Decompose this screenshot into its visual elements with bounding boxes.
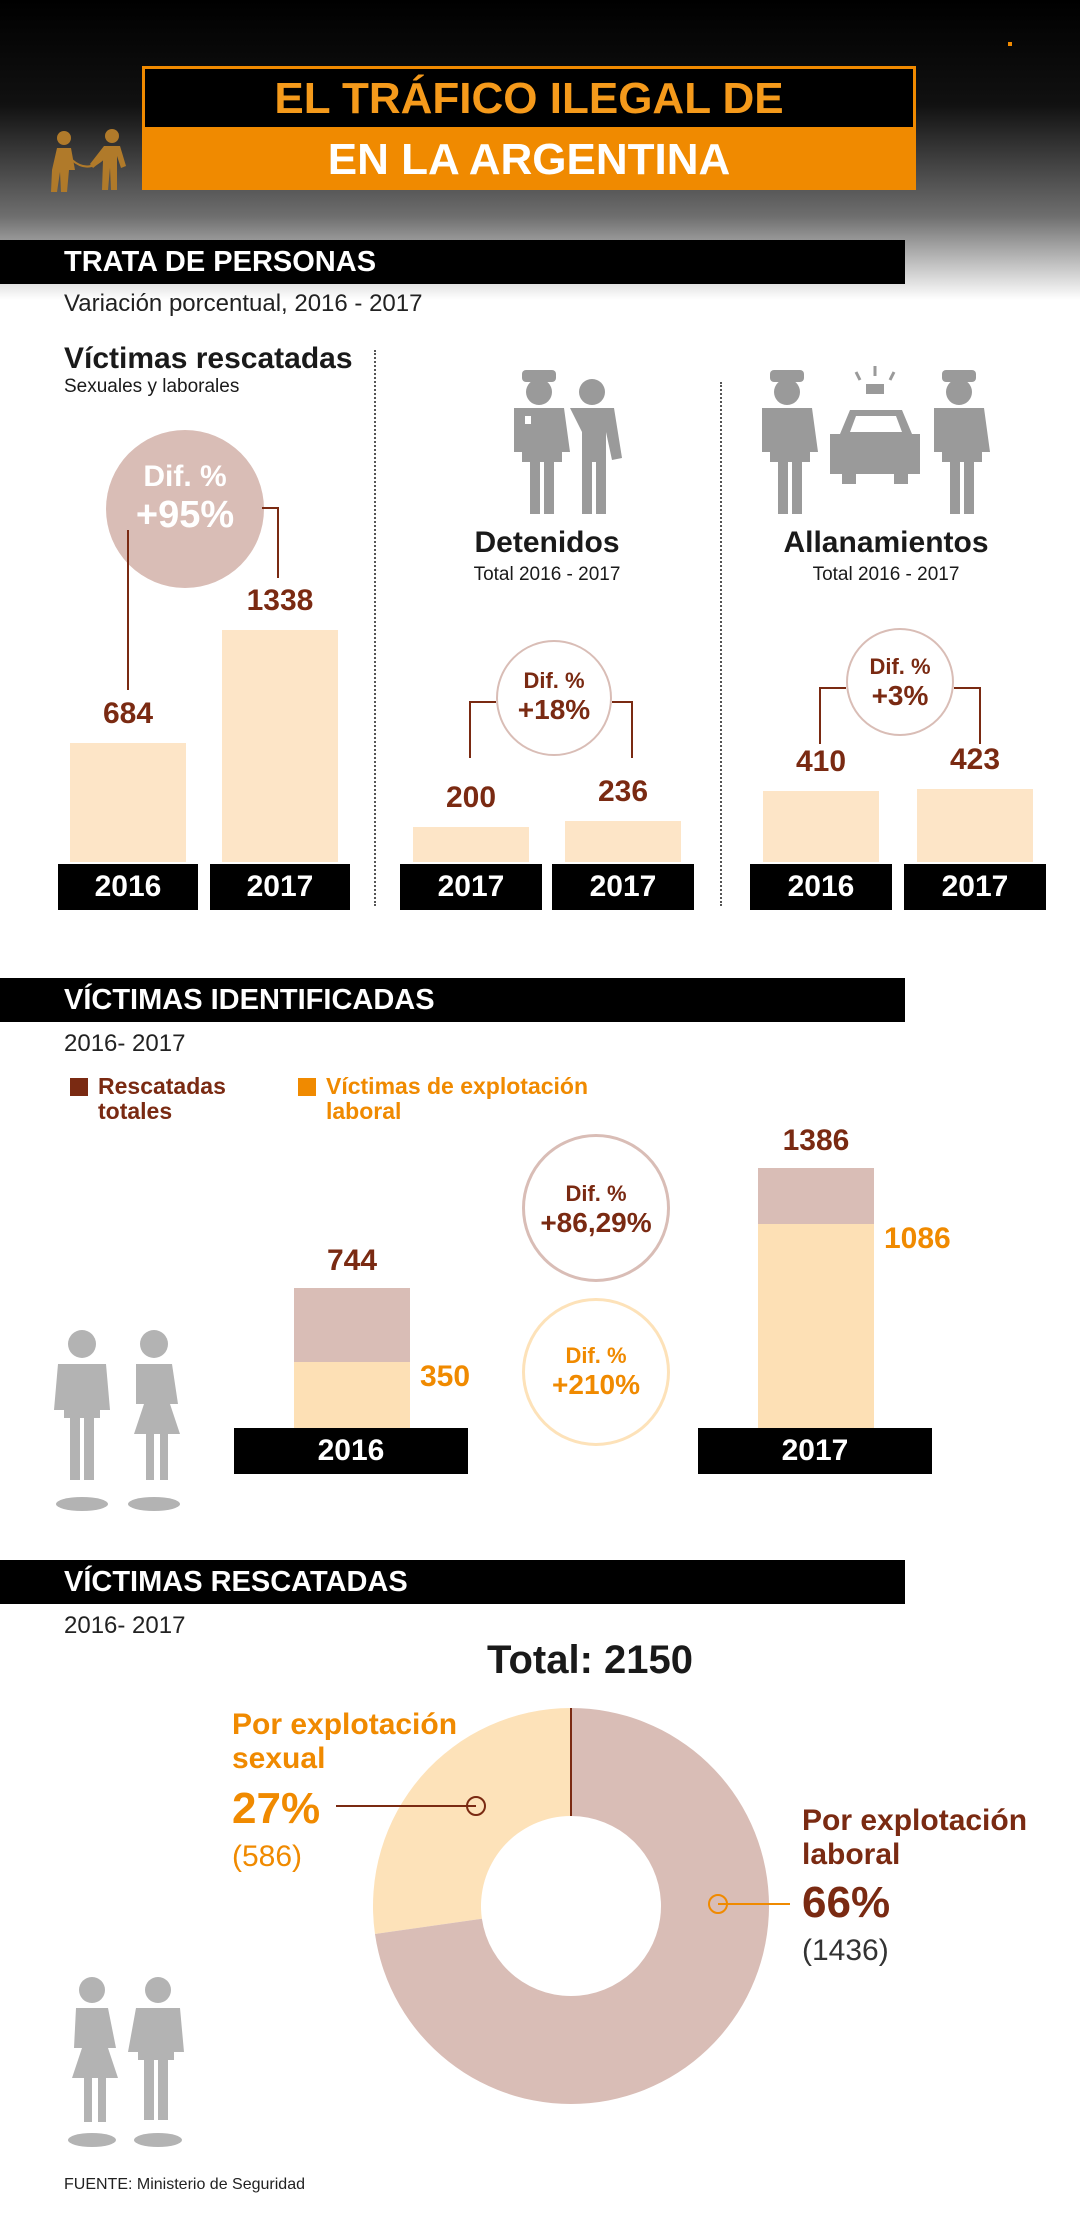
- allanamientos-title: Allanamientos: [783, 526, 989, 559]
- diff-value: +210%: [552, 1369, 640, 1400]
- pie-count-labor: (1436): [802, 1934, 889, 1967]
- bar: [413, 827, 529, 862]
- victims-icon: [54, 1330, 180, 1511]
- diff-label: Dif. %: [565, 1343, 627, 1368]
- diff-circle-labor: Dif. % +210%: [522, 1298, 670, 1446]
- section-subtitle: 2016- 2017: [64, 1030, 186, 1057]
- year-label: 2017: [552, 864, 694, 910]
- bar-labor: [758, 1224, 874, 1428]
- bar: [222, 630, 338, 862]
- legend-label-total: Rescatadas totales: [98, 1073, 226, 1124]
- section-heading-trata: TRATA DE PERSONAS: [0, 240, 905, 284]
- bar-value-label: 410: [795, 744, 847, 778]
- diff-value: +3%: [871, 680, 929, 711]
- section-heading-rescatadas: VÍCTIMAS RESCATADAS: [0, 1560, 905, 1604]
- section-subtitle: Variación porcentual, 2016 - 2017: [64, 290, 423, 317]
- bar-value-label: 423: [949, 742, 1001, 776]
- year-label: 2017: [698, 1428, 932, 1474]
- divider-2: [720, 382, 722, 906]
- year-label: 2017: [904, 864, 1046, 910]
- bar-value-label: 200: [445, 781, 497, 815]
- leader-sexual-dot: [466, 1796, 486, 1816]
- section-subtitle: 2016- 2017: [64, 1612, 186, 1639]
- bar: [70, 743, 186, 862]
- section-heading-identificadas: VÍCTIMAS IDENTIFICADAS: [0, 978, 905, 1022]
- leader-labor-dot: [708, 1894, 728, 1914]
- source-note: FUENTE: Ministerio de Seguridad: [64, 2176, 305, 2193]
- pie-slice-sexual: [373, 1708, 571, 1934]
- year-label: 2016: [58, 864, 198, 910]
- pie-pct-labor: 66%: [802, 1878, 891, 1927]
- orange-dot: [1008, 42, 1012, 46]
- pie-total-label: Total: 2150: [487, 1638, 693, 1682]
- victims-icon: [68, 1977, 184, 2147]
- diff-label: Dif. %: [143, 460, 227, 493]
- diff-value: +18%: [517, 694, 591, 725]
- diff-circle-detenidos: Dif. % +18%: [496, 640, 612, 756]
- bar-value-label: 684: [102, 697, 154, 731]
- diff-label: Dif. %: [869, 654, 931, 679]
- diff-label: Dif. %: [523, 668, 585, 693]
- bar-value-total: 744: [326, 1244, 378, 1278]
- pie-pct-sexual: 27%: [232, 1784, 321, 1833]
- pie-count-sexual: (586): [232, 1840, 303, 1873]
- police-arrest-icon: [514, 370, 622, 514]
- page-title-line2: EN LA ARGENTINA: [142, 130, 916, 190]
- detenidos-title: Detenidos: [474, 526, 620, 559]
- legend-swatch-labor: [298, 1078, 316, 1096]
- year-label: 2016: [234, 1428, 468, 1474]
- victims-subtitle: Sexuales y laborales: [64, 376, 240, 397]
- year-label: 2017: [400, 864, 542, 910]
- bar: [565, 821, 681, 862]
- bar-total: [294, 1288, 410, 1363]
- diff-value: +86,29%: [540, 1207, 652, 1238]
- pie-slice-labor: [374, 1708, 769, 2104]
- trafficked-people-icon: [51, 129, 126, 192]
- diff-circle-victims: Dif. % +95%: [106, 430, 264, 588]
- bar-total: [758, 1168, 874, 1225]
- pie-label-labor: Por explotación laboral: [802, 1804, 1028, 1871]
- year-label: 2017: [210, 864, 350, 910]
- divider-1: [374, 350, 376, 906]
- police-car-icon: [762, 366, 990, 514]
- bar: [763, 790, 879, 862]
- bar: [917, 788, 1033, 862]
- bar-value-total: 1386: [782, 1124, 850, 1157]
- bar-value-label: 236: [597, 775, 649, 809]
- bar-value-labor: 1086: [884, 1222, 951, 1256]
- diff-value: +95%: [135, 494, 235, 536]
- bar-labor: [294, 1362, 410, 1428]
- year-label: 2016: [750, 864, 892, 910]
- detenidos-subtitle: Total 2016 - 2017: [473, 564, 621, 585]
- allanamientos-subtitle: Total 2016 - 2017: [812, 564, 960, 585]
- legend-label-labor: Víctimas de explotación laboral: [326, 1073, 589, 1124]
- bar-value-labor: 350: [420, 1360, 471, 1394]
- diff-label: Dif. %: [565, 1181, 627, 1206]
- pie-label-sexual: Por explotación sexual: [232, 1708, 458, 1775]
- diff-circle-total: Dif. % +86,29%: [522, 1134, 670, 1282]
- victims-title: Víctimas rescatadas: [64, 342, 353, 375]
- legend-swatch-total: [70, 1078, 88, 1096]
- bar-value-label: 1338: [246, 584, 314, 617]
- diff-circle-allanamientos: Dif. % +3%: [846, 628, 954, 736]
